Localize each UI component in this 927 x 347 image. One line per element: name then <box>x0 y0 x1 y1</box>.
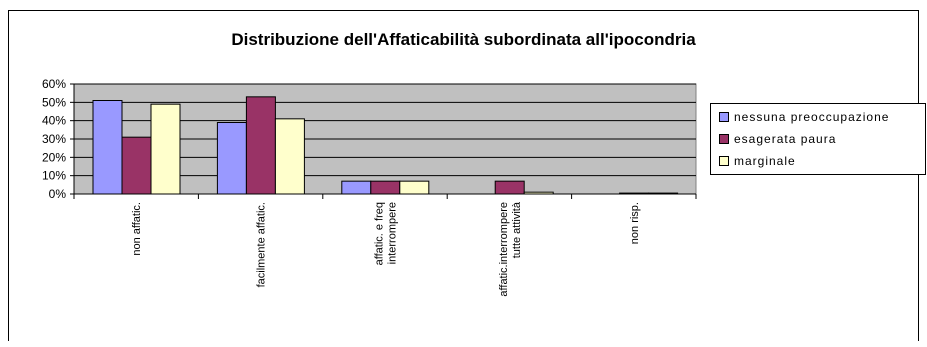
y-tick-label: 40% <box>42 114 66 128</box>
chart-title: Distribuzione dell'Affaticabilità subord… <box>231 30 696 49</box>
legend-label-nessuna-preoccupazione: nessuna preoccupazione <box>734 110 890 124</box>
bar-marginale <box>399 180 430 195</box>
bar-esagerata-paura <box>245 96 276 195</box>
bar-nessuna-preoccupazione <box>216 122 247 195</box>
legend-swatch-marginale <box>719 156 729 166</box>
y-tick-label: 10% <box>42 169 66 183</box>
bar-nessuna-preoccupazione <box>341 180 372 195</box>
y-tick-label: 50% <box>42 95 66 109</box>
bar-marginale <box>150 103 181 195</box>
bar-esagerata-paura <box>494 180 525 195</box>
bar-esagerata-paura <box>370 180 401 195</box>
x-category-label: non risp. <box>629 202 641 244</box>
x-category-label: affatic.interrompere <box>498 202 510 297</box>
legend-swatch-nessuna-preoccupazione <box>719 112 729 122</box>
y-tick-label: 30% <box>42 132 66 146</box>
legend-label-marginale: marginale <box>734 154 796 168</box>
legend-item-esagerata-paura: esagerata paura <box>719 131 836 147</box>
x-category-label: affatic. e freq <box>374 202 386 265</box>
x-category-label: facilmente affatic. <box>256 202 268 287</box>
y-tick-label: 60% <box>42 77 66 91</box>
legend-swatch-esagerata-paura <box>719 134 729 144</box>
legend-label-esagerata-paura: esagerata paura <box>734 132 837 146</box>
x-category-label: tutte attività <box>511 201 523 258</box>
y-tick-label: 0% <box>49 187 67 201</box>
x-category-label: interrompere <box>387 202 399 264</box>
bar-esagerata-paura <box>121 136 152 195</box>
bar-marginale <box>274 118 305 195</box>
legend: nessuna preoccupazione esagerata paura m… <box>710 103 926 175</box>
legend-item-nessuna-preoccupazione: nessuna preoccupazione <box>719 109 889 125</box>
bar-nessuna-preoccupazione <box>92 100 123 195</box>
legend-item-marginale: marginale <box>719 153 796 169</box>
x-category-label: non affatic. <box>131 202 143 256</box>
y-tick-label: 20% <box>42 150 66 164</box>
